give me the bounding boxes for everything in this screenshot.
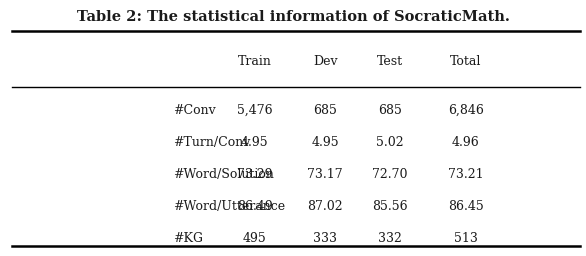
Text: 495: 495: [243, 232, 267, 244]
Text: 73.29: 73.29: [237, 168, 272, 180]
Text: #Word/Utterance: #Word/Utterance: [173, 200, 285, 212]
Text: Test: Test: [377, 55, 403, 68]
Text: #KG: #KG: [173, 232, 203, 244]
Text: 332: 332: [378, 232, 401, 244]
Text: 73.21: 73.21: [448, 168, 483, 180]
Text: 513: 513: [454, 232, 478, 244]
Text: 85.56: 85.56: [372, 200, 407, 212]
Text: 333: 333: [314, 232, 337, 244]
Text: Dev: Dev: [313, 55, 338, 68]
Text: 86.45: 86.45: [448, 200, 484, 212]
Text: #Word/Solution: #Word/Solution: [173, 168, 274, 180]
Text: 685: 685: [378, 104, 401, 116]
Text: Table 2: The statistical information of SocraticMath.: Table 2: The statistical information of …: [77, 10, 509, 24]
Text: 4.95: 4.95: [311, 136, 339, 148]
Text: Train: Train: [238, 55, 272, 68]
Text: 685: 685: [314, 104, 337, 116]
Text: 87.02: 87.02: [308, 200, 343, 212]
Text: 6,846: 6,846: [448, 104, 484, 116]
Text: #Conv: #Conv: [173, 104, 216, 116]
Text: 72.70: 72.70: [372, 168, 407, 180]
Text: 5.02: 5.02: [376, 136, 404, 148]
Text: Total: Total: [450, 55, 482, 68]
Text: #Turn/Conv: #Turn/Conv: [173, 136, 250, 148]
Text: 4.96: 4.96: [452, 136, 480, 148]
Text: 5,476: 5,476: [237, 104, 272, 116]
Text: 4.95: 4.95: [241, 136, 269, 148]
Text: 73.17: 73.17: [308, 168, 343, 180]
Text: 86.49: 86.49: [237, 200, 273, 212]
